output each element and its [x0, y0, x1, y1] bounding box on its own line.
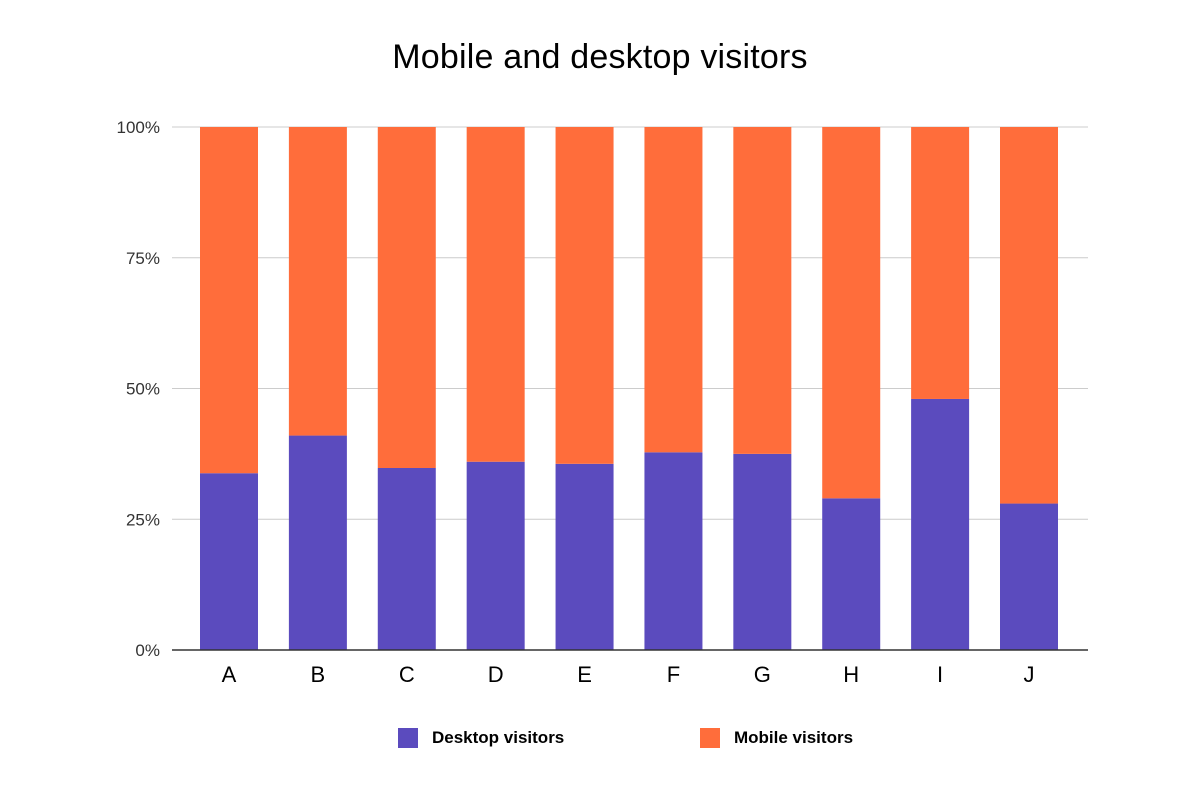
bar-mobile-g: [733, 127, 792, 454]
legend-label-desktop: Desktop visitors: [432, 728, 565, 747]
legend-swatch-mobile: [700, 728, 720, 748]
legend-label-mobile: Mobile visitors: [734, 728, 854, 747]
bar-mobile-f: [644, 127, 703, 453]
bar-mobile-b: [288, 127, 347, 436]
x-category-label: C: [399, 662, 415, 687]
x-category-label: D: [488, 662, 504, 687]
x-axis-categories: A B C D E F G H I J: [222, 662, 1035, 687]
bar-desktop-f: [644, 452, 703, 650]
x-category-label: H: [843, 662, 859, 687]
y-tick-label: 100%: [117, 118, 160, 137]
chart-title: Mobile and desktop visitors: [392, 38, 808, 76]
x-category-label: B: [311, 662, 326, 687]
legend-item-mobile: Mobile visitors: [700, 728, 853, 748]
bar-desktop-h: [822, 498, 881, 650]
x-category-label: I: [937, 662, 943, 687]
x-category-label: A: [222, 662, 237, 687]
bar-mobile-j: [1000, 127, 1058, 504]
bar-desktop-e: [555, 463, 614, 650]
y-tick-label: 75%: [126, 249, 160, 268]
bar-mobile-i: [911, 127, 970, 399]
legend-item-desktop: Desktop visitors: [398, 728, 564, 748]
bar-desktop-c: [377, 467, 436, 650]
x-category-label: E: [577, 662, 592, 687]
bar-mobile-a: [200, 127, 258, 474]
legend: Desktop visitors Mobile visitors: [0, 728, 1200, 758]
y-tick-label: 0%: [135, 641, 160, 660]
x-category-label: J: [1024, 662, 1035, 687]
bar-mobile-c: [377, 127, 436, 468]
bar-desktop-a: [200, 473, 258, 650]
y-axis-ticks: 0% 25% 50% 75% 100%: [117, 118, 160, 660]
bar-desktop-i: [911, 398, 970, 650]
bar-mobile-d: [466, 127, 525, 462]
x-category-label: F: [667, 662, 680, 687]
x-category-label: G: [754, 662, 771, 687]
bar-desktop-g: [733, 453, 792, 650]
y-tick-label: 25%: [126, 510, 160, 529]
bar-mobile-h: [822, 127, 881, 499]
y-tick-label: 50%: [126, 380, 160, 399]
bars: [200, 127, 1058, 650]
bar-desktop-d: [466, 461, 525, 650]
bar-mobile-e: [555, 127, 614, 464]
bar-desktop-j: [1000, 503, 1058, 650]
bar-desktop-b: [288, 435, 347, 650]
legend-swatch-desktop: [398, 728, 418, 748]
